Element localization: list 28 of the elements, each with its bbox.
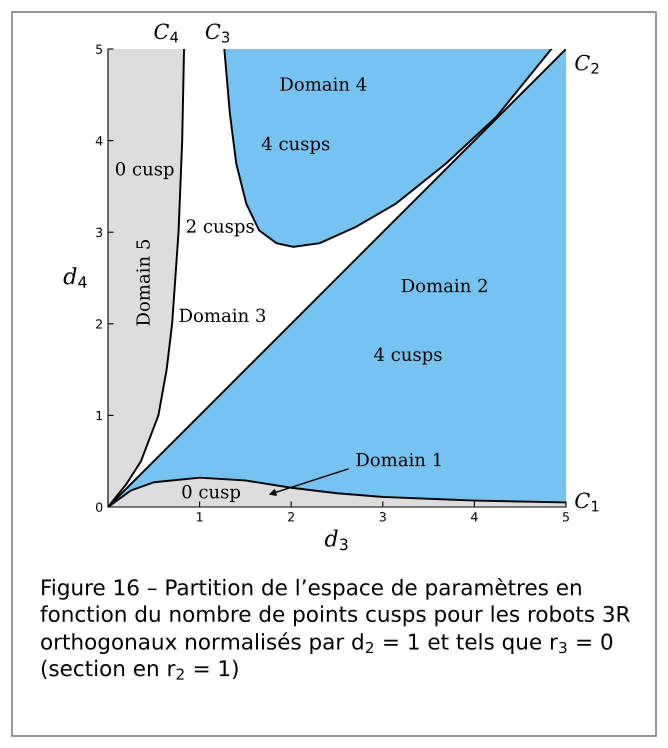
y-tick-label: 2 — [96, 319, 102, 329]
y-tick-label: 0 — [96, 502, 102, 512]
series-label: C$_{1}$ — [575, 492, 598, 512]
y-tick-label: 4 — [96, 136, 102, 146]
annotation: 0 cusp — [116, 162, 174, 180]
x-tick-label: 5 — [562, 512, 569, 522]
series-label: C$_{3}$ — [206, 23, 230, 43]
annotation: 4 cusps — [374, 347, 442, 365]
annotation: Domain 5 — [136, 240, 150, 326]
x-tick-label: 1 — [196, 512, 202, 522]
y-tick-label: 1 — [96, 411, 102, 420]
annotation: Domain 1 — [356, 452, 441, 466]
annotation: Domain 4 — [280, 77, 366, 91]
annotation: 0 cusp — [182, 484, 240, 502]
x-tick-label: 4 — [471, 512, 478, 522]
annotation: Domain 3 — [180, 308, 266, 322]
x-tick-label: 2 — [288, 512, 294, 522]
text: Figure 16 – Partition de l’espace de paramètres en fonction du nombre de points cusps pour les robots 3R orthogonaux normalisés par d$_{2}$ = 1 et tels que r$_{3}$ = 0 (section en r$_{2}$ = 1) — [40, 578, 630, 680]
annotation: 2 cusps — [186, 219, 254, 236]
annotation: 4 cusps — [262, 136, 330, 154]
x-axis-title: d$_{3}$ — [324, 530, 348, 550]
y-tick-label: 3 — [96, 228, 102, 238]
x-tick-label: 3 — [380, 512, 386, 522]
y-tick-label: 5 — [96, 44, 102, 54]
series-label: C$_{2}$ — [575, 54, 598, 74]
annotation: Domain 2 — [402, 278, 487, 292]
y-axis-title: d$_{4}$ — [64, 267, 87, 288]
series-label: C$_{4}$ — [154, 23, 178, 42]
